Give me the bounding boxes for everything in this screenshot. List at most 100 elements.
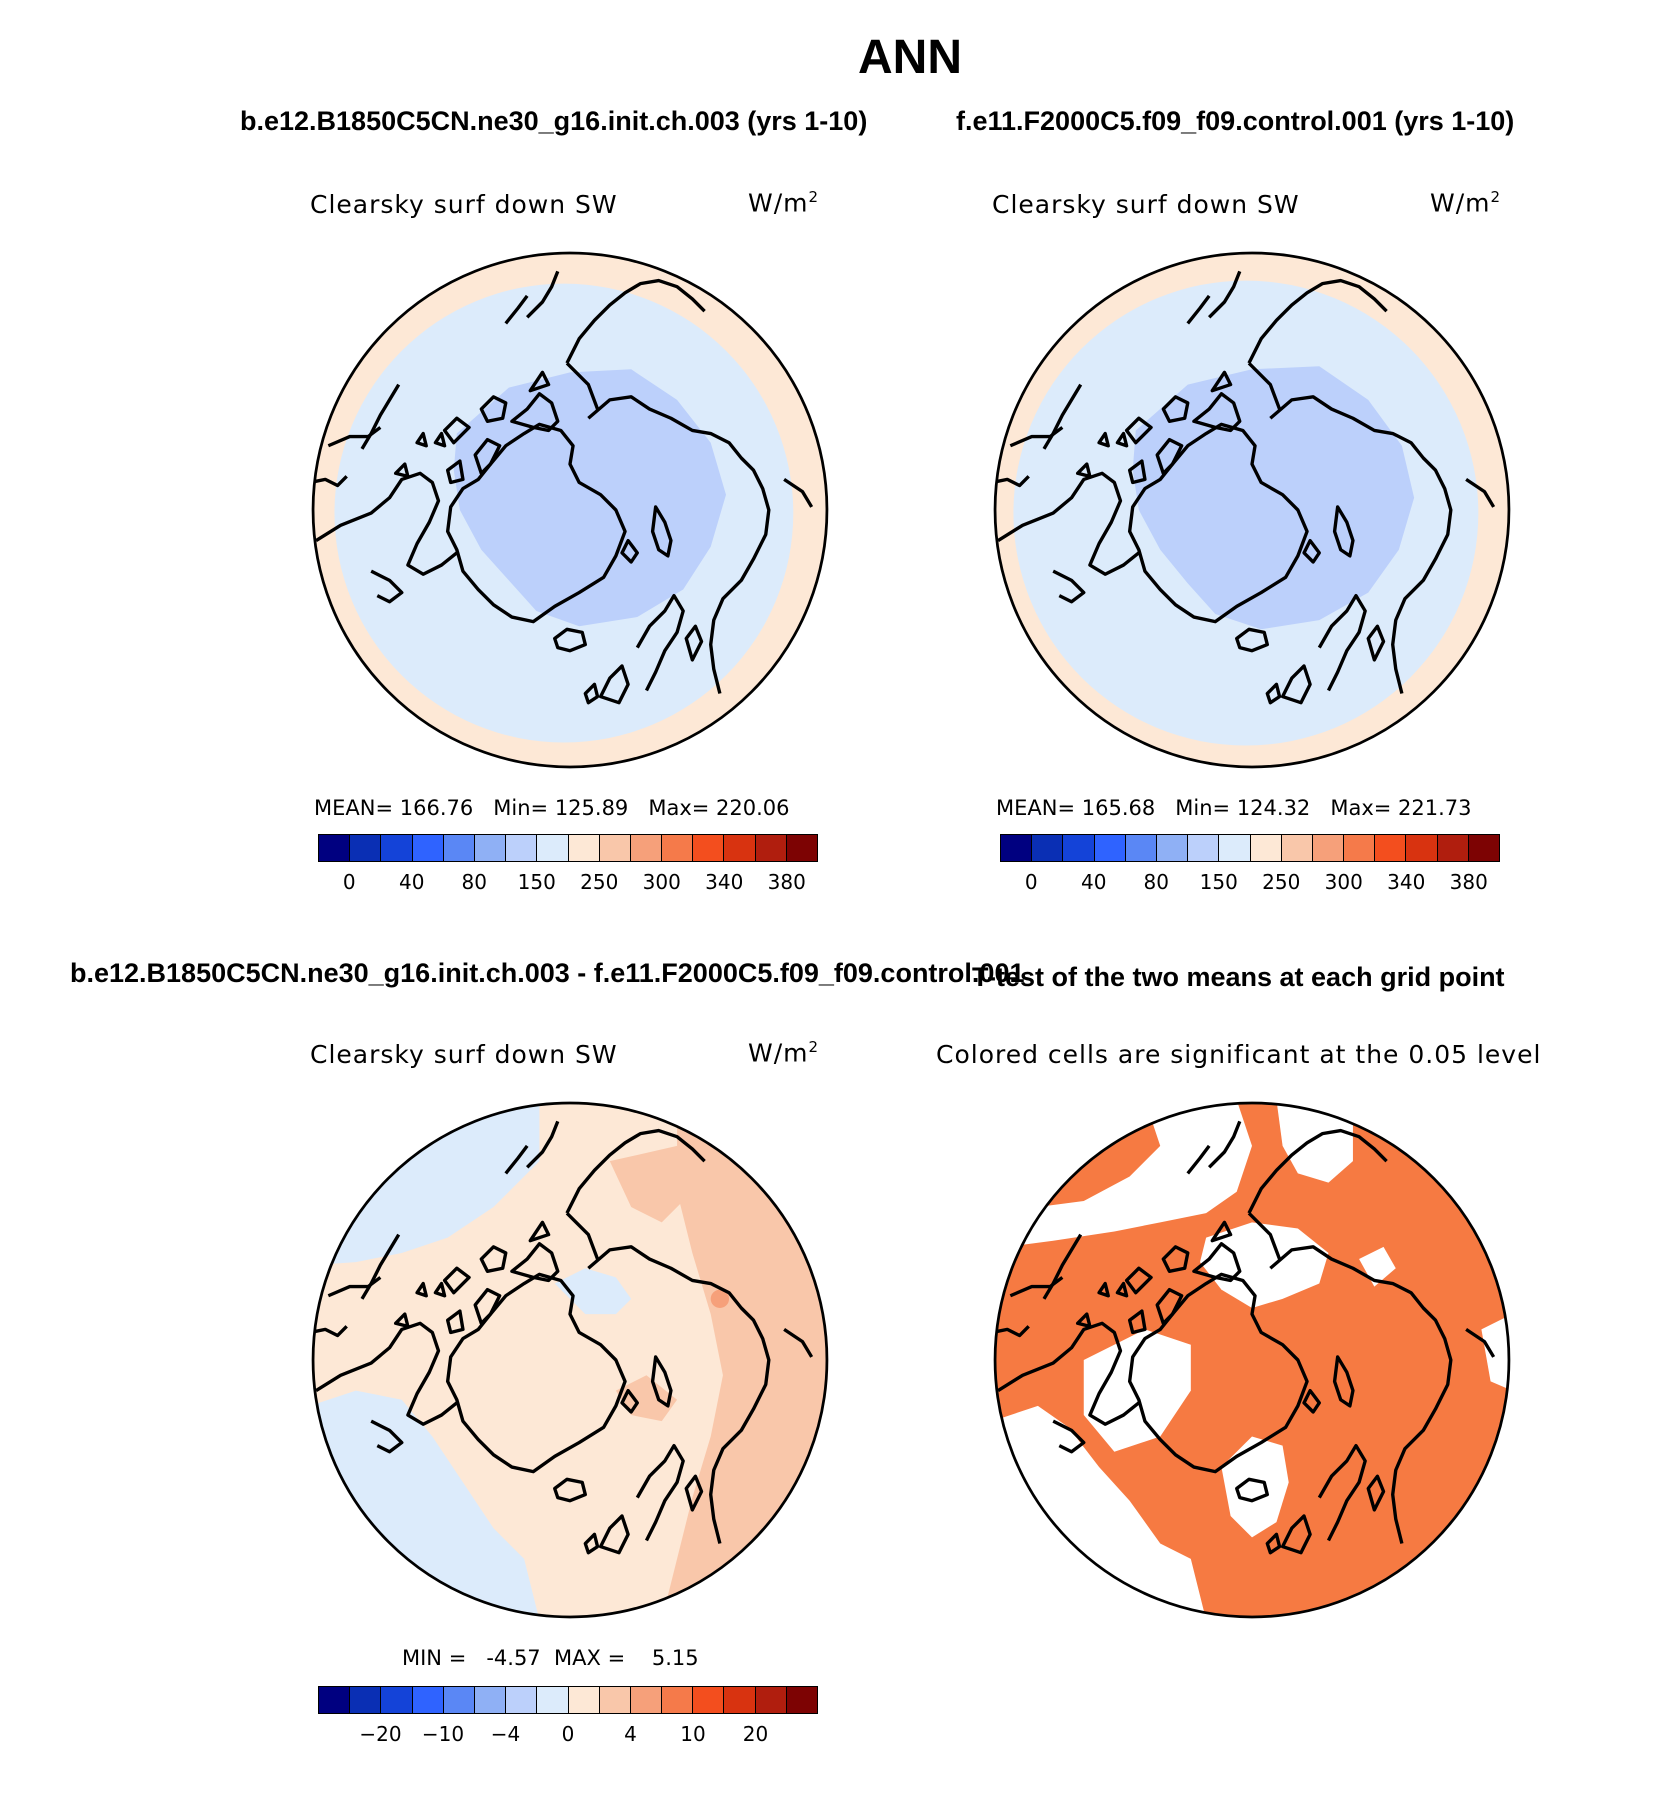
colorbar-swatch	[1375, 835, 1407, 861]
ttest-not-significant-region-top	[1276, 1103, 1353, 1183]
control-stats: MEAN= 165.68 Min= 124.32 Max= 221.73	[996, 796, 1472, 820]
control-variable-label: Clearsky surf down SW	[992, 190, 1300, 219]
colorbar-swatch	[381, 1687, 413, 1713]
colorbar-tick-label: 40	[1081, 870, 1107, 894]
colorbar-swatch	[786, 835, 817, 861]
colorbar-swatch	[662, 1687, 694, 1713]
control-case-title: f.e11.F2000C5.f09_f09.control.001 (yrs 1…	[956, 106, 1515, 136]
colorbar-swatch	[1188, 835, 1220, 861]
colorbar-tick-label: 300	[1324, 870, 1363, 894]
colorbar-tick-label: −10	[421, 1722, 465, 1746]
colorbar-tick-label: 250	[580, 870, 619, 894]
diff-stats: MIN = -4.57 MAX = 5.15	[402, 1646, 699, 1670]
colorbar-tick-label: 4	[624, 1722, 637, 1746]
colorbar-tick-label: 250	[1262, 870, 1301, 894]
colorbar-swatch	[662, 835, 694, 861]
colorbar-swatch	[599, 1687, 631, 1713]
diff-case-title: b.e12.B1850C5CN.ne30_g16.init.ch.003 - f…	[70, 958, 1025, 988]
colorbar-tick-label: 0	[342, 870, 356, 894]
colorbar-swatch	[1219, 835, 1251, 861]
colorbar-swatch	[1032, 835, 1064, 861]
ttest-subtitle: Colored cells are significant at the 0.0…	[936, 1040, 1542, 1069]
colorbar-swatch	[755, 1687, 787, 1713]
colorbar-swatch	[1250, 835, 1282, 861]
colorbar-swatch	[350, 1687, 382, 1713]
diff-map-negative-region-center	[554, 1268, 632, 1315]
ttest-not-significant-region-center	[1200, 1222, 1329, 1308]
colorbar-swatch	[537, 835, 569, 861]
ttest-title: T-test of the two means at each grid poi…	[972, 962, 1505, 992]
colorbar-swatch	[319, 1687, 351, 1713]
colorbar-swatch	[350, 835, 382, 861]
colorbar-swatch	[412, 1687, 444, 1713]
main-title: ANN	[858, 31, 962, 84]
test-case-title: b.e12.B1850C5CN.ne30_g16.init.ch.003 (yr…	[240, 106, 868, 136]
colorbar-swatch	[568, 1687, 600, 1713]
ttest-not-significant-patch-east	[1359, 1246, 1396, 1287]
test-colorbar-ticks: 0 40 80 150 250 300 340 380	[318, 870, 818, 900]
test-polar-map	[311, 251, 829, 769]
colorbar-swatch	[1437, 835, 1469, 861]
colorbar-swatch	[724, 835, 756, 861]
ttest-not-significant-region-north	[995, 1103, 1252, 1269]
colorbar-swatch	[755, 835, 787, 861]
control-colorbar	[1000, 834, 1500, 862]
colorbar-swatch	[474, 835, 507, 861]
colorbar-swatch	[693, 835, 725, 861]
colorbar-swatch	[1281, 835, 1313, 861]
colorbar-swatch	[506, 835, 538, 861]
colorbar-tick-label: 340	[1387, 870, 1426, 894]
colorbar-tick-label: 340	[705, 870, 744, 894]
colorbar-swatch	[474, 1687, 507, 1713]
test-variable-label: Clearsky surf down SW	[310, 190, 618, 219]
colorbar-tick-label: 0	[561, 1722, 575, 1746]
colorbar-swatch	[443, 1687, 475, 1713]
colorbar-swatch	[506, 1687, 538, 1713]
colorbar-swatch	[1406, 835, 1438, 861]
colorbar-tick-label: 0	[1024, 870, 1038, 894]
control-colorbar-ticks: 0 40 80 150 250 300 340 380	[1000, 870, 1500, 900]
colorbar-swatch	[1063, 835, 1095, 861]
colorbar-tick-label: 80	[1143, 870, 1169, 894]
colorbar-swatch	[537, 1687, 569, 1713]
colorbar-swatch	[1094, 835, 1126, 861]
ttest-polar-map	[993, 1101, 1511, 1619]
diff-map-positive-mid-region-north	[609, 1145, 693, 1223]
control-map-inner-level	[1132, 366, 1415, 630]
diff-map-positive-mid-region	[661, 1103, 827, 1617]
colorbar-swatch	[1156, 835, 1189, 861]
colorbar-tick-label: 80	[461, 870, 487, 894]
colorbar-swatch	[1312, 835, 1345, 861]
colorbar-swatch	[693, 1687, 725, 1713]
diff-colorbar-ticks: −20 −10 −4 0 4 10 20	[318, 1722, 818, 1752]
diff-variable-label: Clearsky surf down SW	[310, 1040, 618, 1069]
colorbar-tick-label: −20	[359, 1722, 402, 1746]
test-units-label: W/m2	[748, 188, 820, 218]
colorbar-tick-label: 300	[642, 870, 681, 894]
colorbar-tick-label: 380	[767, 870, 806, 894]
diff-colorbar	[318, 1686, 818, 1714]
colorbar-swatch	[1125, 835, 1157, 861]
colorbar-swatch	[381, 835, 413, 861]
colorbar-tick-label: 150	[517, 870, 556, 894]
colorbar-swatch	[568, 835, 600, 861]
diff-units-label: W/m2	[748, 1038, 820, 1068]
colorbar-swatch	[724, 1687, 756, 1713]
colorbar-swatch	[1468, 835, 1499, 861]
control-polar-map	[993, 251, 1511, 769]
colorbar-swatch	[630, 1687, 663, 1713]
colorbar-swatch	[319, 835, 351, 861]
colorbar-swatch	[786, 1687, 817, 1713]
test-stats: MEAN= 166.76 Min= 125.89 Max= 220.06	[314, 796, 790, 820]
colorbar-swatch	[443, 835, 475, 861]
diff-map-positive-strong-patch	[710, 1289, 730, 1308]
colorbar-tick-label: 380	[1449, 870, 1488, 894]
colorbar-swatch	[599, 835, 631, 861]
colorbar-tick-label: 150	[1199, 870, 1238, 894]
control-units-label: W/m2	[1430, 188, 1502, 218]
test-colorbar	[318, 834, 818, 862]
diff-polar-map	[311, 1101, 829, 1619]
colorbar-swatch	[1001, 835, 1033, 861]
colorbar-swatch	[630, 835, 663, 861]
colorbar-swatch	[412, 835, 444, 861]
